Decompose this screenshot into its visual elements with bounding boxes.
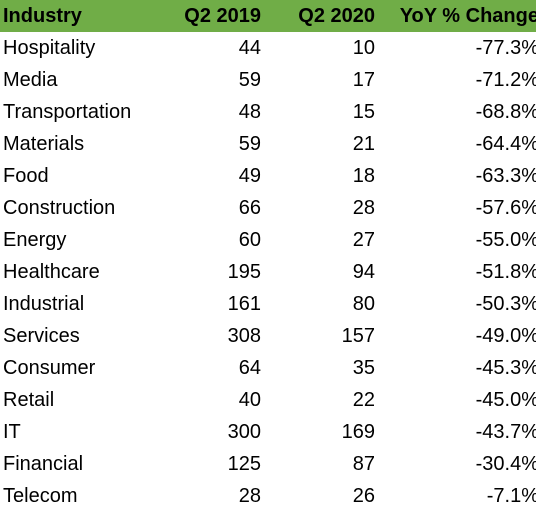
q2-2020-cell: 17 bbox=[352, 68, 375, 91]
table-row: Materials 59 21 -64.4% bbox=[0, 128, 536, 160]
industry-cell: Consumer bbox=[3, 356, 96, 379]
yoy-change-cell: -7.1% bbox=[486, 484, 536, 507]
q2-2020-cell: 35 bbox=[352, 356, 375, 379]
industry-cell: Services bbox=[3, 324, 80, 347]
q2-2020-cell: 21 bbox=[352, 132, 375, 155]
industry-cell: Healthcare bbox=[3, 260, 100, 283]
industry-cell: Industrial bbox=[3, 292, 85, 315]
yoy-change-cell: -45.0% bbox=[475, 388, 536, 411]
industry-cell: Hospitality bbox=[3, 36, 96, 59]
yoy-change-cell: -64.4% bbox=[475, 132, 536, 155]
table-row: Transportation 48 15 -68.8% bbox=[0, 96, 536, 128]
header-row: Industry Q2 2019 Q2 2020 YoY % Change bbox=[0, 0, 536, 32]
q2-2020-cell: 18 bbox=[352, 164, 375, 187]
q2-2019-cell: 40 bbox=[238, 388, 261, 411]
table-row: Media 59 17 -71.2% bbox=[0, 64, 536, 96]
q2-2019-cell: 300 bbox=[227, 420, 261, 443]
industry-cell: Transportation bbox=[3, 100, 132, 123]
table-row: Services 308 157 -49.0% bbox=[0, 320, 536, 352]
yoy-change-cell: -49.0% bbox=[475, 324, 536, 347]
q2-2020-cell: 15 bbox=[352, 100, 375, 123]
table-row: Retail 40 22 -45.0% bbox=[0, 384, 536, 416]
industry-cell: Materials bbox=[3, 132, 85, 155]
q2-2019-cell: 66 bbox=[238, 196, 261, 219]
q2-2020-cell: 169 bbox=[341, 420, 375, 443]
q2-2020-cell: 28 bbox=[352, 196, 375, 219]
q2-2019-cell: 59 bbox=[238, 132, 261, 155]
table-row: Consumer 64 35 -45.3% bbox=[0, 352, 536, 384]
industry-cell: IT bbox=[3, 420, 21, 443]
table-row: Industrial 161 80 -50.3% bbox=[0, 288, 536, 320]
yoy-change-cell: -63.3% bbox=[475, 164, 536, 187]
industry-cell: Energy bbox=[3, 228, 67, 251]
yoy-change-cell: -57.6% bbox=[475, 196, 536, 219]
q2-2019-cell: 59 bbox=[238, 68, 261, 91]
table-row: Energy 60 27 -55.0% bbox=[0, 224, 536, 256]
q2-2019-cell: 60 bbox=[238, 228, 261, 251]
industry-cell: Food bbox=[3, 164, 49, 187]
q2-2019-cell: 161 bbox=[227, 292, 261, 315]
yoy-change-cell: -77.3% bbox=[475, 36, 536, 59]
table-row: Hospitality 44 10 -77.3% bbox=[0, 32, 536, 64]
table-row: Healthcare 195 94 -51.8% bbox=[0, 256, 536, 288]
q2-2019-cell: 195 bbox=[227, 260, 261, 283]
yoy-change-cell: -71.2% bbox=[475, 68, 536, 91]
yoy-change-cell: -68.8% bbox=[475, 100, 536, 123]
yoy-change-cell: -55.0% bbox=[475, 228, 536, 251]
table-row: Financial 125 87 -30.4% bbox=[0, 448, 536, 480]
yoy-change-cell: -30.4% bbox=[475, 452, 536, 475]
yoy-change-cell: -45.3% bbox=[475, 356, 536, 379]
yoy-change-cell: -51.8% bbox=[475, 260, 536, 283]
q2-2020-cell: 157 bbox=[341, 324, 375, 347]
q2-2019-cell: 308 bbox=[227, 324, 261, 347]
q2-2020-cell: 10 bbox=[352, 36, 375, 59]
yoy-change-cell: -43.7% bbox=[475, 420, 536, 443]
q2-2020-cell: 94 bbox=[352, 260, 375, 283]
q2-2020-cell: 22 bbox=[352, 388, 375, 411]
industry-cell: Construction bbox=[3, 196, 116, 219]
table-body: Hospitality 44 10 -77.3% Media 59 17 -71.2% Tran… bbox=[0, 32, 536, 512]
header-q2-2020: Q2 2020 bbox=[265, 0, 379, 32]
q2-2019-cell: 125 bbox=[227, 452, 261, 475]
table-row: IT 300 169 -43.7% bbox=[0, 416, 536, 448]
industry-cell: Retail bbox=[3, 388, 55, 411]
table-row: Telecom 28 26 -7.1% bbox=[0, 480, 536, 512]
q2-2019-cell: 48 bbox=[238, 100, 261, 123]
industry-cell: Financial bbox=[3, 452, 84, 475]
header-industry: Industry bbox=[0, 0, 153, 32]
header-q2-2019: Q2 2019 bbox=[153, 0, 265, 32]
q2-2020-cell: 26 bbox=[352, 484, 375, 507]
q2-2019-cell: 64 bbox=[238, 356, 261, 379]
industry-cell: Media bbox=[3, 68, 58, 91]
table-row: Food 49 18 -63.3% bbox=[0, 160, 536, 192]
yoy-change-cell: -50.3% bbox=[475, 292, 536, 315]
q2-2020-cell: 27 bbox=[352, 228, 375, 251]
q2-2020-cell: 80 bbox=[352, 292, 375, 315]
q2-2019-cell: 28 bbox=[238, 484, 261, 507]
q2-2019-cell: 44 bbox=[238, 36, 261, 59]
q2-2019-cell: 49 bbox=[238, 164, 261, 187]
industry-cell: Telecom bbox=[3, 484, 78, 507]
table-row: Construction 66 28 -57.6% bbox=[0, 192, 536, 224]
q2-2020-cell: 87 bbox=[352, 452, 375, 475]
header-yoy-change: YoY % Change bbox=[379, 0, 536, 32]
